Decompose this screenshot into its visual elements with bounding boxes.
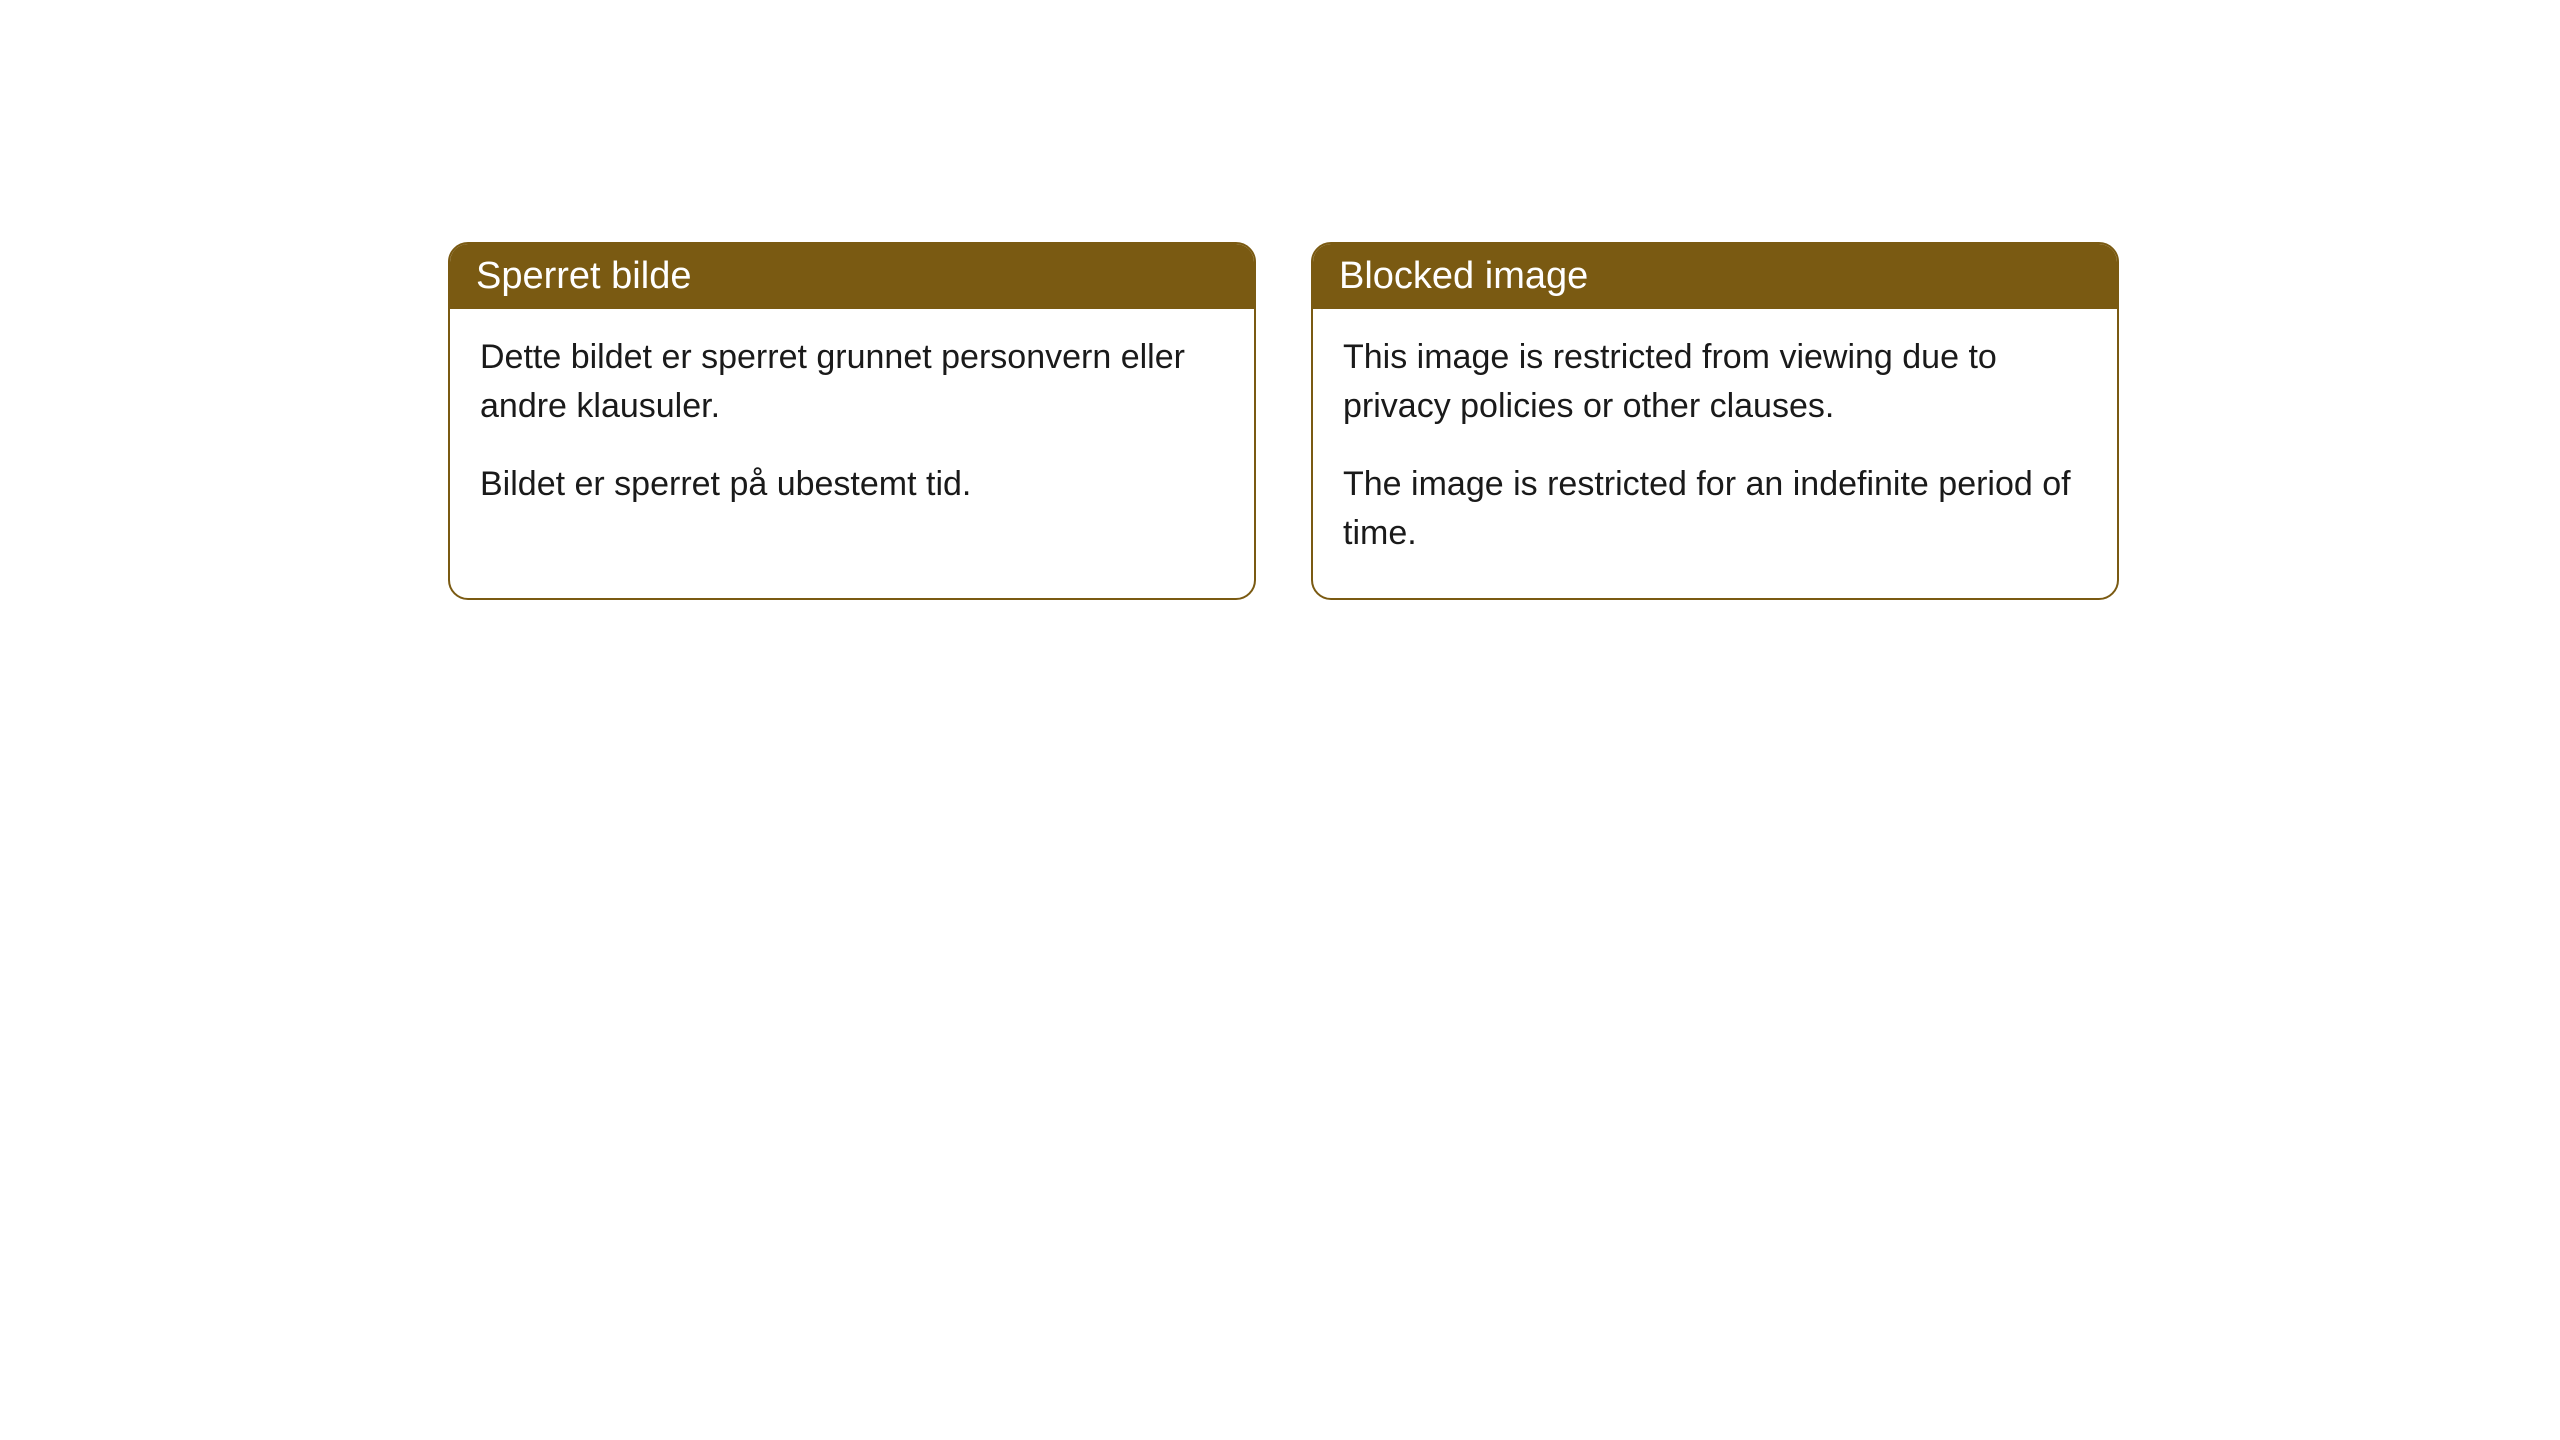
card-body-english: This image is restricted from viewing du…: [1313, 309, 2117, 598]
card-text-norwegian-1: Dette bildet er sperret grunnet personve…: [480, 333, 1224, 432]
notice-cards-container: Sperret bilde Dette bildet er sperret gr…: [448, 242, 2119, 600]
card-text-english-1: This image is restricted from viewing du…: [1343, 333, 2087, 432]
card-title-english: Blocked image: [1339, 255, 1588, 297]
card-title-norwegian: Sperret bilde: [476, 255, 691, 297]
blocked-image-card-english: Blocked image This image is restricted f…: [1311, 242, 2119, 600]
card-text-norwegian-2: Bildet er sperret på ubestemt tid.: [480, 460, 1224, 509]
card-body-norwegian: Dette bildet er sperret grunnet personve…: [450, 309, 1254, 549]
blocked-image-card-norwegian: Sperret bilde Dette bildet er sperret gr…: [448, 242, 1256, 600]
card-text-english-2: The image is restricted for an indefinit…: [1343, 460, 2087, 559]
card-header-norwegian: Sperret bilde: [450, 244, 1254, 309]
card-header-english: Blocked image: [1313, 244, 2117, 309]
